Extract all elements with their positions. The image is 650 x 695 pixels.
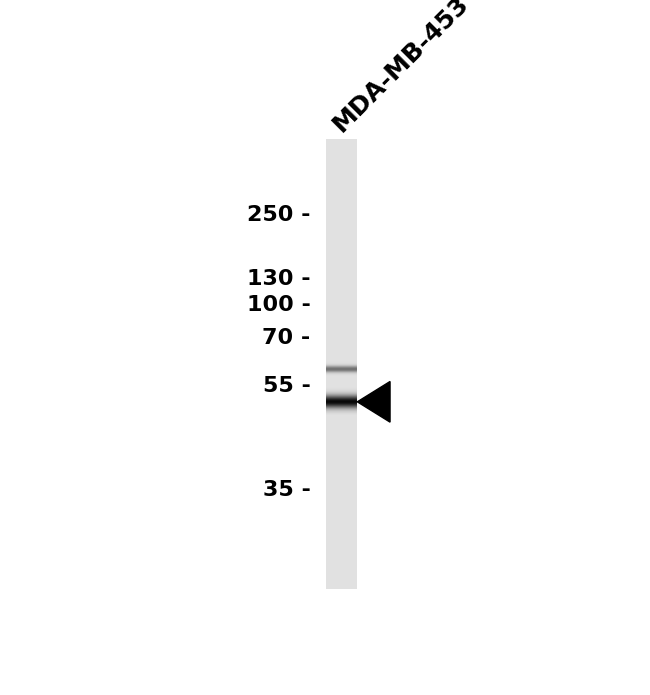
Text: 35 -: 35 - — [263, 480, 311, 500]
Text: 130 -: 130 - — [247, 269, 311, 288]
Text: 100 -: 100 - — [246, 295, 311, 316]
Text: 55 -: 55 - — [263, 376, 311, 395]
Text: 250 -: 250 - — [247, 204, 311, 224]
Text: MDA-MB-453: MDA-MB-453 — [329, 0, 474, 137]
Polygon shape — [358, 382, 390, 422]
Text: 70 -: 70 - — [262, 327, 311, 348]
